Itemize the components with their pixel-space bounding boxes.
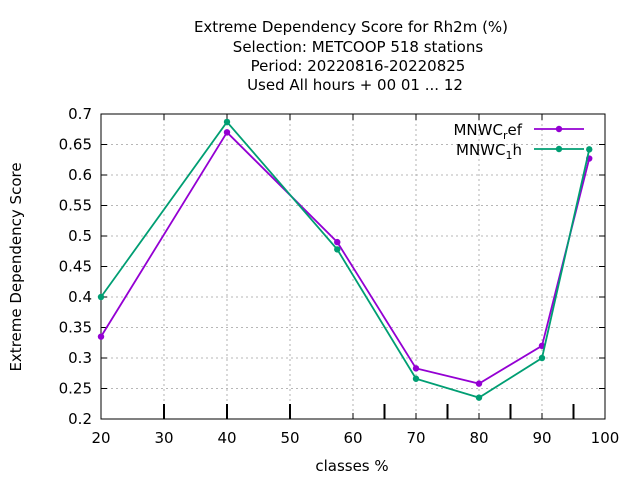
data-point — [586, 146, 593, 153]
data-point — [475, 380, 483, 387]
title-line-3: Period: 20220816-20220825 — [251, 57, 466, 75]
x-tick-label: 90 — [532, 429, 551, 447]
x-tick-label: 30 — [154, 429, 173, 447]
data-point — [97, 293, 105, 301]
x-axis-label: classes % — [315, 457, 388, 475]
y-axis-ticks: 0.2 0.25 0.3 0.35 0.4 0.45 0.5 0.55 0.6 0.65 0.7 — [59, 105, 605, 428]
legend-marker-0 — [555, 125, 563, 133]
title-line-2: Selection: METCOOP 518 stations — [233, 38, 484, 56]
legend-label-0: MNWCref — [453, 121, 522, 142]
data-point — [475, 394, 483, 401]
y-tick-label: 0.3 — [68, 349, 92, 367]
chart-title: Extreme Dependency Score for Rh2m (%) Se… — [194, 18, 508, 94]
x-tick-label: 20 — [91, 429, 110, 447]
data-point — [97, 333, 105, 340]
x-tick-label: 50 — [280, 429, 299, 447]
y-axis-label: Extreme Dependency Score — [7, 162, 25, 371]
y-tick-label: 0.2 — [68, 410, 92, 428]
bottom-markers — [163, 404, 575, 419]
y-tick-label: 0.65 — [59, 136, 92, 154]
legend-marker-1 — [555, 145, 563, 153]
x-tick-label: 80 — [469, 429, 488, 447]
data-point — [538, 354, 546, 362]
y-tick-label: 0.35 — [59, 319, 92, 337]
title-line-1: Extreme Dependency Score for Rh2m (%) — [194, 18, 508, 36]
x-tick-label: 40 — [217, 429, 236, 447]
x-tick-label: 100 — [591, 429, 620, 447]
x-tick-label: 60 — [343, 429, 362, 447]
y-tick-label: 0.7 — [68, 105, 92, 123]
data-point — [412, 375, 420, 382]
y-tick-label: 0.55 — [59, 197, 92, 215]
plot-frame — [100, 113, 606, 420]
title-line-4: Used All hours + 00 01 ... 12 — [247, 76, 463, 94]
legend-label-1: MNWC1h — [456, 141, 522, 162]
data-point — [412, 365, 420, 372]
data-point — [334, 238, 341, 246]
y-tick-label: 0.5 — [68, 227, 92, 245]
y-tick-label: 0.25 — [59, 380, 92, 398]
y-tick-label: 0.6 — [68, 166, 92, 184]
y-tick-label: 0.45 — [59, 258, 92, 276]
series-line-0 — [100, 130, 591, 385]
series-layer — [97, 118, 593, 401]
y-tick-label: 0.4 — [68, 288, 92, 306]
x-tick-label: 70 — [406, 429, 425, 447]
x-axis-ticks: 20 30 40 50 60 70 80 90 100 — [91, 114, 619, 447]
data-point — [223, 129, 231, 136]
data-point — [223, 118, 231, 126]
data-point — [334, 246, 341, 253]
series-line-1 — [100, 120, 591, 399]
